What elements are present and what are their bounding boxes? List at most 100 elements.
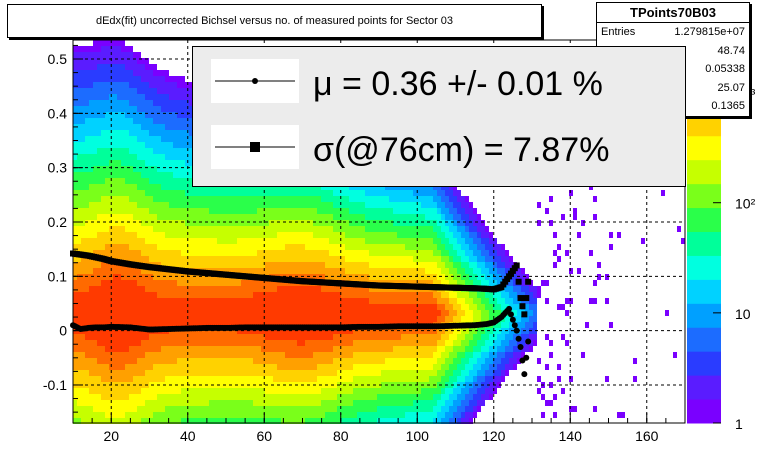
heatmap-cell: [105, 52, 109, 58]
heatmap-cell: [417, 268, 421, 274]
heatmap-cell: [413, 352, 417, 358]
heatmap-cell: [433, 274, 437, 280]
heatmap-cell: [265, 286, 269, 292]
heatmap-cell: [369, 268, 373, 274]
heatmap-cell: [125, 82, 129, 88]
heatmap-cell: [445, 220, 449, 226]
heatmap-cell: [333, 214, 337, 220]
heatmap-cell: [141, 184, 145, 190]
heatmap-cell: [209, 250, 213, 256]
heatmap-cell: [201, 202, 205, 208]
heatmap-cell: [213, 190, 217, 196]
heatmap-cell: [385, 184, 389, 190]
heatmap-cell: [285, 256, 289, 262]
heatmap-cell: [469, 250, 473, 256]
heatmap-cell: [161, 208, 165, 214]
heatmap-cell: [81, 124, 85, 130]
heatmap-cell: [189, 106, 193, 112]
heatmap-cell: [561, 334, 565, 340]
heatmap-cell: [137, 286, 141, 292]
heatmap-cell: [297, 352, 301, 358]
heatmap-cell: [169, 190, 173, 196]
heatmap-cell: [265, 364, 269, 370]
heatmap-cell: [441, 226, 445, 232]
heatmap-cell: [233, 196, 237, 202]
heatmap-cell: [413, 262, 417, 268]
heatmap-cell: [217, 244, 221, 250]
heatmap-cell: [113, 304, 117, 310]
heatmap-cell: [385, 220, 389, 226]
heatmap-cell: [277, 280, 281, 286]
heatmap-cell: [453, 346, 457, 352]
heatmap-cell: [365, 196, 369, 202]
heatmap-cell: [125, 136, 129, 142]
heatmap-cell: [89, 220, 93, 226]
heatmap-cell: [417, 328, 421, 334]
heatmap-cell: [269, 292, 273, 298]
heatmap-cell: [397, 262, 401, 268]
heatmap-cell: [153, 316, 157, 322]
heatmap-cell: [173, 178, 177, 184]
heatmap-cell: [433, 316, 437, 322]
heatmap-cell: [289, 358, 293, 364]
heatmap-cell: [429, 190, 433, 196]
heatmap-cell: [149, 118, 153, 124]
heatmap-cell: [521, 334, 525, 340]
heatmap-cell: [249, 358, 253, 364]
heatmap-cell: [469, 316, 473, 322]
heatmap-cell: [133, 112, 137, 118]
heatmap-cell: [177, 172, 181, 178]
heatmap-cell: [409, 334, 413, 340]
heatmap-cell: [461, 274, 465, 280]
heatmap-cell: [145, 172, 149, 178]
heatmap-cell: [497, 244, 501, 250]
heatmap-cell: [185, 364, 189, 370]
heatmap-cell: [85, 46, 89, 52]
heatmap-cell: [381, 184, 385, 190]
heatmap-cell: [133, 136, 137, 142]
heatmap-cell: [485, 244, 489, 250]
heatmap-cell: [461, 340, 465, 346]
heatmap-cell: [121, 124, 125, 130]
heatmap-cell: [229, 184, 233, 190]
heatmap-cell: [205, 334, 209, 340]
heatmap-cell: [181, 232, 185, 238]
heatmap-cell: [497, 268, 501, 274]
heatmap-cell: [489, 262, 493, 268]
heatmap-cell: [501, 328, 505, 334]
heatmap-cell: [465, 214, 469, 220]
heatmap-cell: [137, 154, 141, 160]
heatmap-cell: [405, 340, 409, 346]
heatmap-cell: [417, 364, 421, 370]
heatmap-cell: [369, 364, 373, 370]
heatmap-cell: [233, 370, 237, 376]
heatmap-cell: [361, 364, 365, 370]
heatmap-cell: [229, 346, 233, 352]
heatmap-cell: [217, 358, 221, 364]
heatmap-cell: [265, 184, 269, 190]
heatmap-cell: [501, 244, 505, 250]
heatmap-cell: [317, 226, 321, 232]
heatmap-cell: [253, 232, 257, 238]
heatmap-cell: [245, 334, 249, 340]
heatmap-cell: [477, 334, 481, 340]
heatmap-cell: [81, 166, 85, 172]
heatmap-cell: [309, 358, 313, 364]
heatmap-cell: [265, 340, 269, 346]
heatmap-cell: [401, 226, 405, 232]
heatmap-cell: [429, 364, 433, 370]
heatmap-cell: [177, 136, 181, 142]
heatmap-cell: [153, 100, 157, 106]
heatmap-cell: [393, 214, 397, 220]
heatmap-cell: [217, 226, 221, 232]
heatmap-cell: [201, 214, 205, 220]
heatmap-cell: [377, 208, 381, 214]
heatmap-cell: [409, 340, 413, 346]
heatmap-cell: [153, 292, 157, 298]
heatmap-cell: [181, 178, 185, 184]
heatmap-cell: [141, 76, 145, 82]
heatmap-cell: [81, 178, 85, 184]
heatmap-cell: [73, 64, 77, 70]
heatmap-cell: [285, 196, 289, 202]
heatmap-cell: [321, 328, 325, 334]
